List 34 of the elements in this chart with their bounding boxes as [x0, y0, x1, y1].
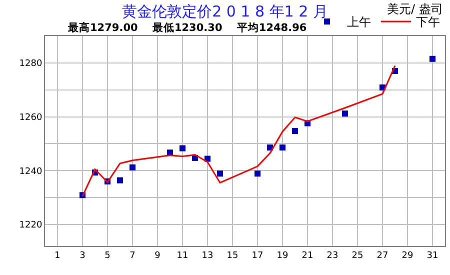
- legend-label: 上午: [347, 15, 371, 30]
- point: [217, 170, 223, 177]
- x-tick-label: 27: [376, 250, 388, 261]
- x-tick-label: 17: [252, 250, 264, 261]
- point: [342, 110, 348, 117]
- point: [180, 145, 186, 152]
- point: [254, 170, 260, 177]
- y-tick-label: 1260: [19, 112, 42, 123]
- point: [130, 164, 136, 170]
- legend-label: 下午: [416, 15, 440, 30]
- x-tick-label: 3: [80, 250, 86, 261]
- point: [430, 56, 436, 62]
- x-tick-label: 15: [226, 250, 238, 261]
- point: [280, 144, 286, 150]
- x-tick-label: 19: [276, 250, 288, 261]
- x-tick-label: 29: [402, 250, 414, 261]
- chart-subtitle: 最高1279.00 最低1230.30 平均1248.96: [67, 21, 307, 34]
- x-tick-label: 11: [176, 250, 188, 261]
- x-tick-label: 1: [54, 250, 60, 261]
- x-tick-label: 13: [202, 250, 214, 261]
- x-tick-label: 31: [426, 250, 438, 261]
- y-tick-label: 1280: [19, 59, 42, 70]
- x-tick-label: 21: [302, 250, 314, 261]
- x-tick-label: 7: [130, 250, 136, 261]
- x-tick-label: 5: [104, 250, 110, 261]
- y-axis-title: 美元/ 盎司: [387, 2, 443, 16]
- x-tick-label: 9: [154, 250, 161, 261]
- y-tick-label: 1240: [19, 166, 42, 177]
- y-tick-label: 1220: [19, 220, 42, 231]
- x-tick-label: 23: [326, 250, 338, 261]
- chart-title: 黄金伦敦定价2 0 1 8 年1 2 月: [122, 2, 328, 20]
- x-tick-label: 25: [352, 250, 364, 261]
- point: [292, 128, 298, 134]
- point: [117, 177, 123, 184]
